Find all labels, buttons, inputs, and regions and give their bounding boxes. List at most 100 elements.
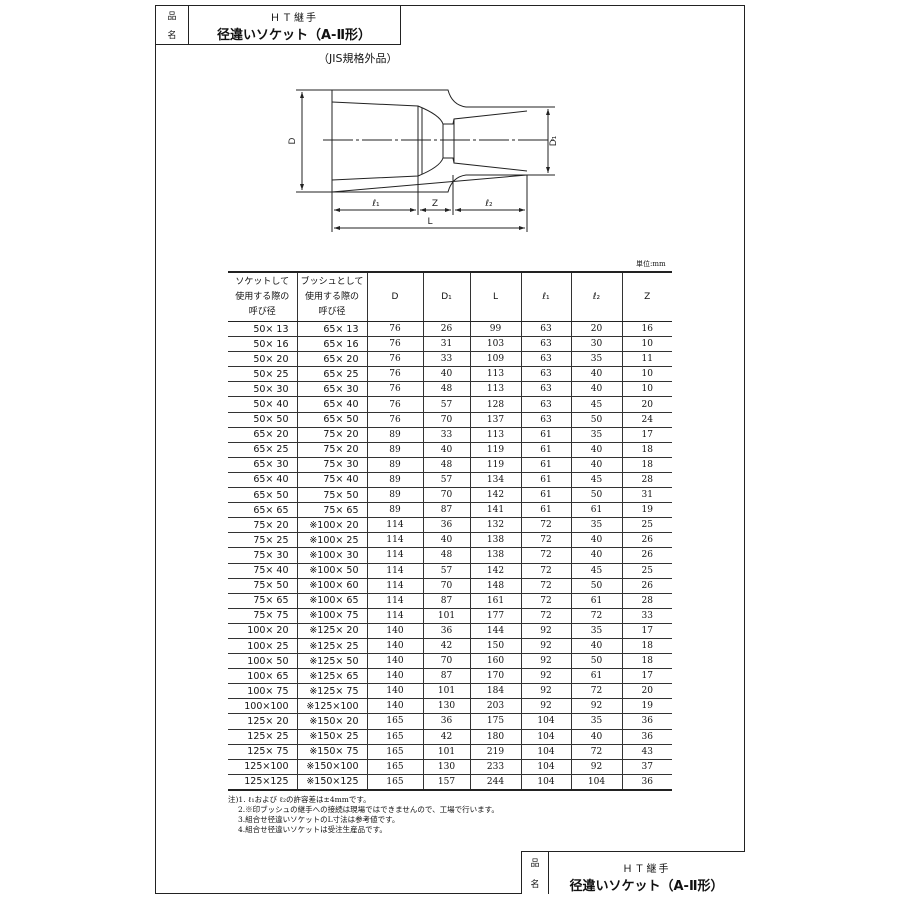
table-cell: 101	[422, 744, 470, 760]
table-row: 100× 25 ※125× 25 140 42 150 92 40 18	[228, 638, 672, 655]
table-cell: 11	[621, 351, 672, 368]
table-cell: 24	[621, 412, 672, 428]
table-cell: 65× 25	[228, 442, 297, 458]
table-cell: 65× 30	[296, 381, 367, 398]
note-1: 注)1. ℓ₁および ℓ₂の許容差は±4mmです。	[228, 795, 371, 804]
table-cell: 76	[366, 336, 423, 353]
table-cell: 70	[422, 412, 470, 428]
table-cell: 63	[520, 381, 571, 398]
product-title: 径違いソケット（A-Ⅱ形）	[216, 28, 372, 43]
table-cell: 35	[570, 351, 622, 368]
title-block-bottom: 品 名 ＨＴ継手 径違いソケット（A-Ⅱ形）	[521, 851, 745, 894]
socket-bore	[331, 101, 528, 181]
table-cell: 165	[366, 744, 423, 760]
product-subtitle: ＨＴ継手	[270, 13, 318, 24]
table-cell: 114	[366, 532, 423, 549]
table-cell: 61	[570, 502, 622, 519]
table-cell: 72	[520, 593, 571, 609]
table-cell: 134	[469, 472, 521, 489]
table-cell: 125× 25	[228, 729, 297, 745]
table-cell: 114	[366, 578, 423, 594]
table-cell: 35	[570, 713, 622, 730]
table-cell: 18	[621, 653, 672, 670]
table-cell: 142	[469, 563, 521, 579]
table-cell: 75× 20	[228, 517, 297, 534]
table-row: 50× 40 65× 40 76 57 128 63 45 20	[228, 396, 672, 413]
table-cell: 72	[570, 683, 622, 700]
table-cell: 33	[422, 427, 470, 443]
table-cell: 36	[422, 623, 470, 639]
table-cell: 10	[621, 366, 672, 383]
table-cell: 43	[621, 744, 672, 760]
table-cell: 203	[469, 698, 521, 715]
table-cell: 244	[469, 774, 521, 791]
table-cell: 70	[422, 578, 470, 594]
table-cell: 57	[422, 396, 470, 413]
table-cell: 72	[520, 547, 571, 564]
table-cell: 138	[469, 532, 521, 549]
table-row: 50× 25 65× 25 76 40 113 63 40 10	[228, 366, 672, 383]
table-cell: 40	[570, 442, 622, 458]
table-cell: 101	[422, 683, 470, 700]
table-row: 50× 16 65× 16 76 31 103 63 30 10	[228, 336, 672, 353]
table-cell: 137	[469, 412, 521, 428]
table-cell: 165	[366, 713, 423, 730]
table-row: 65× 50 75× 50 89 70 142 61 50 31	[228, 487, 672, 504]
table-row: 65× 25 75× 20 89 40 119 61 40 18	[228, 442, 672, 458]
table-cell: 100× 50	[228, 653, 297, 670]
table-cell: 76	[366, 381, 423, 398]
table-cell: 113	[469, 427, 521, 443]
table-cell: 114	[366, 608, 423, 624]
table-cell: 141	[469, 502, 521, 519]
table-row: 125×100 ※150×100 165 130 233 104 92 37	[228, 759, 672, 775]
table-cell: ※100× 60	[296, 578, 367, 594]
table-cell: ※150×100	[296, 759, 367, 775]
column-header: ソケットして 使用する際の 呼び径	[228, 271, 297, 322]
label-D: D	[288, 137, 298, 144]
title-block-top: 品 名 ＨＴ継手 径違いソケット（A-Ⅱ形）	[155, 5, 401, 45]
table-row: 75× 50 ※100× 60 114 70 148 72 50 26	[228, 578, 672, 594]
table-cell: 17	[621, 623, 672, 639]
table-cell: 72	[520, 517, 571, 534]
table-cell: 157	[422, 774, 470, 791]
table-cell: 109	[469, 351, 521, 368]
table-cell: 92	[570, 698, 622, 715]
table-cell: 75× 65	[296, 502, 367, 519]
table-cell: 100× 25	[228, 638, 297, 655]
socket-drawing: D D₁ ℓ₁ Z ℓ₂ L	[288, 89, 559, 232]
table-cell: ※100× 25	[296, 532, 367, 549]
table-cell: 114	[366, 547, 423, 564]
table-row: 125× 20 ※150× 20 165 36 175 104 35 36	[228, 713, 672, 730]
table-cell: 76	[366, 412, 423, 428]
table-cell: 101	[422, 608, 470, 624]
table-cell: 63	[520, 412, 571, 428]
table-cell: 26	[422, 321, 470, 338]
table-cell: 16	[621, 321, 672, 338]
table-cell: 40	[422, 442, 470, 458]
table-cell: 104	[570, 774, 622, 791]
label-Z: Z	[432, 199, 438, 209]
label-l1: ℓ₁	[371, 199, 380, 209]
note-2: 2.※印ブッシュの継手への接続は現場ではできませんので、工場で行います。	[238, 805, 499, 814]
table-cell: 35	[570, 427, 622, 443]
table-cell: 140	[366, 623, 423, 639]
table-cell: 65× 40	[228, 472, 297, 489]
table-cell: 42	[422, 729, 470, 745]
notes: 注)1. ℓ₁および ℓ₂の許容差は±4mmです。 2.※印ブッシュの継手への接…	[228, 795, 499, 835]
table-cell: ※100× 65	[296, 593, 367, 609]
table-cell: 61	[520, 472, 571, 489]
table-cell: 75× 65	[228, 593, 297, 609]
table-cell: 65× 20	[296, 351, 367, 368]
table-cell: 40	[570, 381, 622, 398]
table-cell: 40	[570, 366, 622, 383]
table-cell: 10	[621, 336, 672, 353]
title-block-label: 品 名	[522, 852, 549, 894]
table-cell: 104	[520, 759, 571, 775]
table-cell: 92	[520, 623, 571, 639]
table-cell: 114	[366, 563, 423, 579]
table-cell: 89	[366, 442, 423, 458]
column-header: D	[366, 271, 423, 322]
table-cell: 87	[422, 502, 470, 519]
column-header: ブッシュとして 使用する際の 呼び径	[296, 271, 367, 322]
table-cell: 175	[469, 713, 521, 730]
